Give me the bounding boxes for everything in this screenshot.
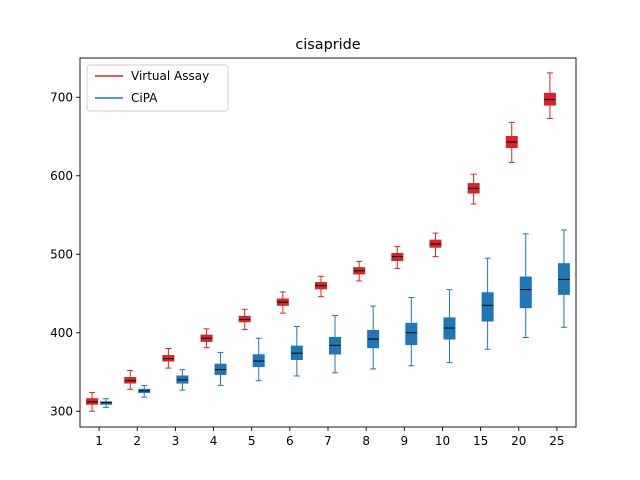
box-body xyxy=(481,292,494,322)
axes: 1 2 3 4 5 6 7 8 9 10 15 20 25 300 400 500 600 700 xyxy=(50,57,577,448)
y-tick-label: 700 xyxy=(50,90,73,104)
box-20 xyxy=(519,233,532,338)
y-tick-label: 400 xyxy=(50,326,73,340)
legend: Virtual Assay CiPA xyxy=(86,64,229,112)
box-25 xyxy=(557,229,570,328)
box-1 xyxy=(100,398,113,408)
box-4 xyxy=(200,328,213,349)
x-tick-label: 10 xyxy=(435,434,450,448)
x-tick-label: 15 xyxy=(473,434,488,448)
box-20 xyxy=(505,121,518,163)
box-1 xyxy=(86,391,99,412)
x-tick-label: 20 xyxy=(511,434,526,448)
box-10 xyxy=(429,232,442,258)
box-5 xyxy=(238,308,251,331)
chart-title: cisapride xyxy=(295,37,360,53)
x-tick-label: 4 xyxy=(210,434,218,448)
box-2 xyxy=(138,384,151,398)
box-25 xyxy=(543,72,556,119)
plot-area xyxy=(86,72,570,412)
box-8 xyxy=(353,260,366,282)
box-3 xyxy=(176,369,189,391)
box-6 xyxy=(276,291,289,314)
box-8 xyxy=(367,305,380,370)
box-2 xyxy=(124,369,137,390)
x-tick-label: 6 xyxy=(286,434,294,448)
box-7 xyxy=(315,275,327,298)
box-9 xyxy=(405,296,418,367)
box-5 xyxy=(252,337,265,382)
y-tick-label: 600 xyxy=(50,169,73,183)
x-tick-label: 2 xyxy=(133,434,141,448)
box-9 xyxy=(391,245,404,269)
box-4 xyxy=(214,351,227,386)
y-tick-label: 300 xyxy=(50,404,73,418)
y-tick-label: 500 xyxy=(50,247,73,261)
x-tick-label: 8 xyxy=(362,434,370,448)
x-tick-label: 3 xyxy=(172,434,180,448)
box-6 xyxy=(290,326,303,377)
box-15 xyxy=(481,257,494,350)
box-body xyxy=(405,322,418,346)
legend-label-virtual-assay: Virtual Assay xyxy=(131,69,209,83)
x-tick-label: 25 xyxy=(549,434,564,448)
x-tick-label: 7 xyxy=(324,434,332,448)
series-virtual-assay xyxy=(86,72,556,412)
x-tick-label: 9 xyxy=(400,434,408,448)
box-7 xyxy=(329,315,341,374)
box-3 xyxy=(162,347,175,369)
series-cipa xyxy=(100,229,570,408)
x-tick-label: 5 xyxy=(248,434,256,448)
box-10 xyxy=(443,289,456,364)
box-15 xyxy=(467,173,480,205)
legend-label-cipa: CiPA xyxy=(131,91,158,105)
x-tick-label: 1 xyxy=(95,434,103,448)
box-body xyxy=(519,276,532,309)
